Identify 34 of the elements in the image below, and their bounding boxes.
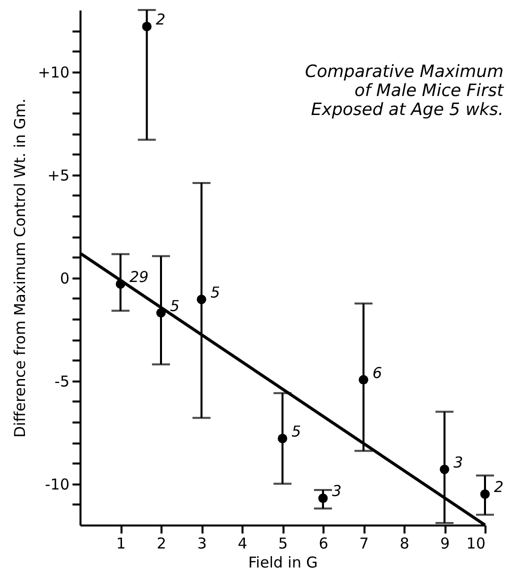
y-tick-label: +5 bbox=[47, 166, 70, 184]
annotation: 6 bbox=[372, 364, 382, 382]
y-tick-label: -5 bbox=[54, 372, 70, 390]
x-tick-label: 7 bbox=[359, 534, 369, 552]
point bbox=[318, 493, 328, 503]
point bbox=[480, 489, 490, 499]
x-tick-label: 1 bbox=[116, 534, 126, 552]
annotation: 5 bbox=[170, 296, 180, 315]
y-tick-label: 0 bbox=[60, 269, 70, 288]
annotation: 5 bbox=[210, 283, 220, 302]
x-tick-label: 2 bbox=[156, 534, 166, 552]
x-axis-title: Field in G bbox=[248, 554, 318, 572]
annotation: 29 bbox=[130, 268, 149, 286]
point bbox=[358, 375, 368, 385]
text: Comparative Maximum of Male Mice First Exposed at Age 5 wks. bbox=[305, 62, 505, 120]
y-tick-label: -10 bbox=[45, 475, 70, 494]
x-tick-label: 6 bbox=[318, 534, 328, 552]
annotation: 2 bbox=[156, 10, 166, 28]
x-tick-label: 8 bbox=[400, 534, 410, 552]
annotation: 5 bbox=[292, 422, 302, 440]
annotation: 3 bbox=[332, 482, 342, 500]
point bbox=[278, 434, 288, 444]
annotation: 3 bbox=[454, 453, 464, 472]
x-tick-label: 5 bbox=[278, 534, 288, 552]
point bbox=[142, 22, 152, 32]
x-tick-label: 4 bbox=[238, 534, 248, 552]
point bbox=[440, 464, 450, 474]
point bbox=[196, 294, 206, 304]
y-axis-title: Difference from Maximum Control Wt. in Gm. bbox=[10, 98, 29, 438]
y-tick-label: +10 bbox=[38, 63, 70, 82]
annotation: 2 bbox=[494, 478, 504, 496]
x-tick-label: 10 bbox=[466, 534, 486, 552]
x-tick-label: 9 bbox=[440, 534, 450, 552]
x-tick-label: 3 bbox=[197, 534, 207, 552]
